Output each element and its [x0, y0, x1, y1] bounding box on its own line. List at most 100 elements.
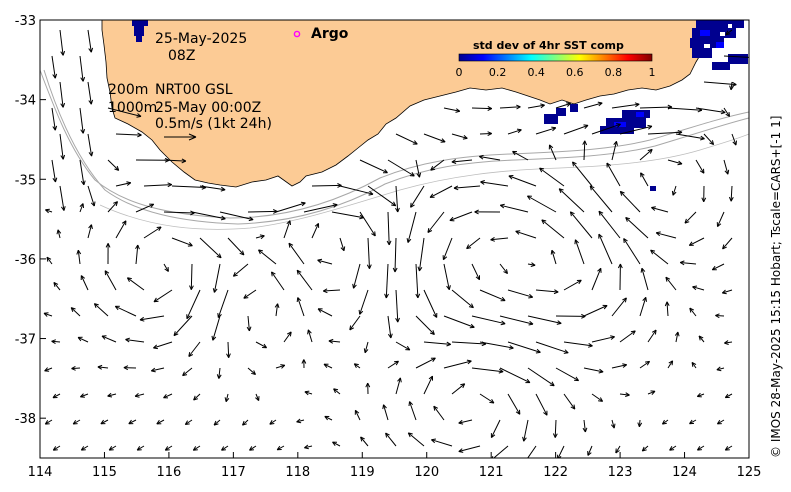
current-vector-arrow: [333, 388, 341, 395]
current-vector-arrow: [716, 419, 725, 425]
colorbar-tick-label: 0.4: [527, 66, 545, 79]
current-vector-arrow: [679, 260, 697, 266]
current-vector-arrow: [527, 262, 536, 267]
current-vector-arrow: [97, 364, 109, 370]
current-vector-arrow: [232, 263, 249, 277]
current-vector-arrow: [304, 444, 313, 450]
current-vector-arrow: [311, 223, 320, 239]
current-vector-arrow: [507, 393, 521, 415]
current-vector-arrow: [227, 237, 245, 256]
current-vector-arrow: [610, 419, 616, 429]
current-vector-arrow: [611, 297, 627, 317]
current-vector-arrow: [395, 289, 400, 323]
current-vector-arrow: [339, 237, 346, 252]
current-vector-arrow: [479, 154, 501, 161]
current-vector-arrow: [563, 124, 589, 135]
x-tick-label: 121: [479, 465, 504, 480]
current-vector-arrow: [246, 315, 252, 332]
current-vector-arrow: [387, 315, 393, 339]
current-vector-arrow: [507, 128, 522, 135]
current-vector-arrow: [163, 263, 169, 272]
current-vector-arrow: [423, 375, 433, 395]
current-vector-arrow: [655, 231, 677, 239]
current-vector-arrow: [126, 277, 145, 291]
current-vector-arrow: [87, 133, 94, 157]
current-vector-arrow: [711, 263, 725, 271]
current-vector-arrow: [689, 419, 697, 425]
current-vector-arrow: [349, 315, 361, 331]
current-vector-arrow: [453, 185, 481, 191]
current-vector-arrow: [317, 308, 333, 317]
current-vector-arrow: [44, 367, 53, 372]
current-vector-arrow: [541, 219, 565, 239]
current-vector-arrow: [108, 445, 117, 451]
colorbar-tick-label: 0.2: [489, 66, 507, 79]
current-vector-arrow: [583, 304, 608, 317]
current-vector-arrow: [443, 263, 451, 291]
current-vector-arrow: [199, 185, 226, 192]
y-tick-label: -35: [15, 173, 36, 188]
current-vector-arrow: [135, 244, 140, 265]
current-vector-arrow: [123, 365, 137, 371]
current-vector-arrow: [499, 203, 529, 213]
map-time: 08Z: [168, 48, 195, 64]
current-vector-arrow: [163, 158, 187, 164]
current-vector-arrow: [44, 419, 53, 425]
current-vector-arrow: [703, 133, 715, 146]
colorbar-tick-label: 0: [456, 66, 463, 79]
current-vector-arrow: [107, 159, 120, 171]
current-vector-arrow: [443, 315, 475, 329]
current-vector-arrow: [650, 249, 669, 265]
y-tick-label: -37: [15, 333, 36, 348]
current-vector-arrow: [451, 133, 468, 140]
current-vector-arrow: [52, 445, 61, 451]
current-vector-arrow: [725, 29, 733, 36]
current-vector-arrow: [721, 289, 733, 295]
current-vector-arrow: [548, 144, 557, 161]
current-vector-arrow: [163, 393, 173, 399]
current-vector-arrow: [249, 445, 257, 451]
current-vector-arrow: [703, 81, 737, 87]
x-tick-label: 117: [221, 465, 246, 480]
current-vector-arrow: [606, 162, 621, 187]
current-vector-arrow: [367, 185, 397, 207]
current-vector-arrow: [219, 211, 254, 222]
current-vector-arrow: [451, 159, 473, 164]
current-vector-arrow: [471, 367, 504, 374]
current-vector-arrow: [212, 263, 221, 293]
current-vector-arrow: [535, 289, 559, 295]
current-vector-arrow: [625, 217, 649, 239]
current-vector-arrow: [611, 102, 640, 109]
current-vector-arrow: [115, 132, 142, 138]
current-vector-arrow: [45, 208, 53, 214]
current-vector-arrow: [696, 445, 705, 451]
current-vector-arrow: [715, 313, 725, 319]
current-vector-arrow: [471, 263, 480, 281]
scale-arrow: [164, 133, 197, 141]
current-vector-arrow: [508, 175, 537, 187]
current-vector-arrow: [499, 263, 508, 275]
current-vector-arrow: [490, 236, 509, 242]
current-vector-arrow: [716, 366, 725, 372]
current-vector-arrow: [728, 185, 734, 202]
current-vector-arrow: [363, 341, 369, 354]
current-vector-arrow: [115, 220, 127, 239]
current-vector-arrow: [684, 211, 697, 224]
isobath-200m-contour: [40, 69, 749, 219]
current-vector-arrow: [698, 335, 705, 343]
current-vector-arrow: [637, 419, 643, 428]
current-vector-arrow: [415, 263, 421, 299]
current-vector-arrow: [619, 124, 653, 135]
current-vector-arrow: [583, 367, 604, 374]
current-vector-arrow: [527, 367, 555, 387]
current-vector-arrow: [211, 315, 221, 341]
current-vector-arrow: [150, 367, 165, 373]
current-vector-arrow: [114, 305, 137, 317]
current-vector-arrow: [675, 133, 705, 141]
y-tick-label: -34: [15, 94, 36, 109]
current-vector-arrow: [431, 438, 453, 447]
current-vector-arrow: [107, 392, 117, 398]
current-vector-arrow: [667, 360, 674, 369]
current-vector-arrow: [189, 263, 194, 290]
